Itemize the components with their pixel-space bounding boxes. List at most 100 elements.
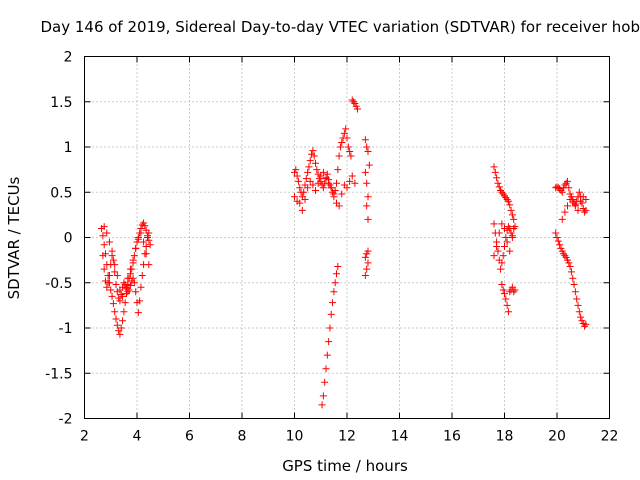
data-point (577, 197, 585, 205)
data-point (134, 309, 142, 317)
data-point (365, 161, 373, 169)
x-tick-label: 14 (391, 429, 409, 445)
data-point (364, 259, 372, 267)
series-sat-c (100, 223, 153, 300)
data-point (132, 244, 140, 252)
data-point (112, 315, 120, 323)
data-point (574, 206, 582, 214)
data-point (575, 308, 583, 316)
data-point (108, 292, 116, 300)
data-point (498, 220, 506, 228)
data-point (499, 252, 507, 260)
x-tick-label: 18 (496, 429, 514, 445)
data-point (498, 281, 506, 289)
data-point (125, 286, 133, 294)
data-point (361, 136, 369, 144)
data-point (578, 199, 586, 207)
data-point (319, 168, 327, 176)
data-point (342, 125, 350, 133)
data-point (508, 211, 516, 219)
data-point (493, 243, 501, 251)
data-point (558, 215, 566, 223)
data-point (556, 241, 564, 249)
data-point (105, 272, 113, 280)
data-point (506, 201, 514, 209)
data-point (109, 300, 117, 308)
data-point (138, 272, 146, 280)
data-point (325, 179, 333, 187)
data-point (364, 193, 372, 201)
data-point (336, 143, 344, 151)
data-point (510, 224, 518, 232)
data-point (142, 243, 150, 251)
data-point (498, 188, 506, 196)
data-point (561, 181, 569, 189)
data-point (119, 317, 127, 325)
data-point (100, 241, 108, 249)
data-point (582, 195, 590, 203)
data-point (569, 197, 577, 205)
data-point (113, 272, 121, 280)
data-point (292, 166, 300, 174)
data-point (334, 262, 342, 270)
data-point (490, 252, 498, 260)
data-point (501, 224, 508, 232)
data-point (503, 238, 511, 246)
data-point (560, 250, 568, 258)
data-point (298, 206, 306, 214)
data-point (354, 105, 361, 113)
data-point (501, 290, 508, 298)
data-point (327, 310, 335, 318)
data-point (322, 365, 330, 373)
y-tick-label: 1 (64, 140, 73, 156)
data-point (100, 223, 108, 231)
data-point (120, 279, 128, 287)
data-point (363, 143, 371, 151)
data-point (99, 252, 107, 260)
data-point (109, 256, 117, 264)
axis-ticks (84, 56, 610, 419)
data-point (497, 265, 505, 273)
data-point (322, 174, 330, 182)
data-point (124, 274, 132, 282)
data-point (499, 286, 507, 294)
data-point (304, 168, 312, 176)
data-point (136, 297, 144, 305)
grid-lines (84, 56, 610, 419)
data-point (570, 281, 578, 289)
data-point (569, 274, 577, 282)
data-point (333, 270, 340, 278)
data-point (502, 234, 510, 241)
data-point (499, 190, 507, 198)
data-point (347, 152, 355, 160)
series-sat-p (558, 193, 590, 223)
y-axis-label: SDTVAR / TECUs (5, 176, 23, 299)
data-point (338, 190, 346, 198)
data-point (571, 288, 579, 296)
data-point (335, 152, 343, 160)
data-point (119, 292, 127, 300)
data-point (142, 250, 150, 258)
data-point (105, 238, 113, 246)
data-point (338, 138, 346, 146)
data-point (323, 351, 331, 359)
data-point (126, 281, 134, 289)
x-tick-label: 10 (286, 429, 304, 445)
series-sat-l (490, 220, 516, 260)
data-point (582, 320, 590, 328)
x-tick-label: 6 (185, 429, 194, 445)
data-point (511, 223, 519, 231)
data-point (145, 229, 153, 237)
series-sat-e (291, 168, 359, 214)
data-point (346, 148, 354, 156)
data-point (494, 179, 502, 187)
data-point (323, 170, 331, 178)
data-point (306, 157, 314, 165)
data-point (116, 330, 124, 338)
data-point (100, 265, 108, 273)
y-tick-label: 0 (64, 231, 73, 247)
series-sat-o (552, 177, 590, 216)
data-point (319, 392, 327, 400)
data-point (498, 259, 506, 267)
data-point (343, 184, 351, 192)
